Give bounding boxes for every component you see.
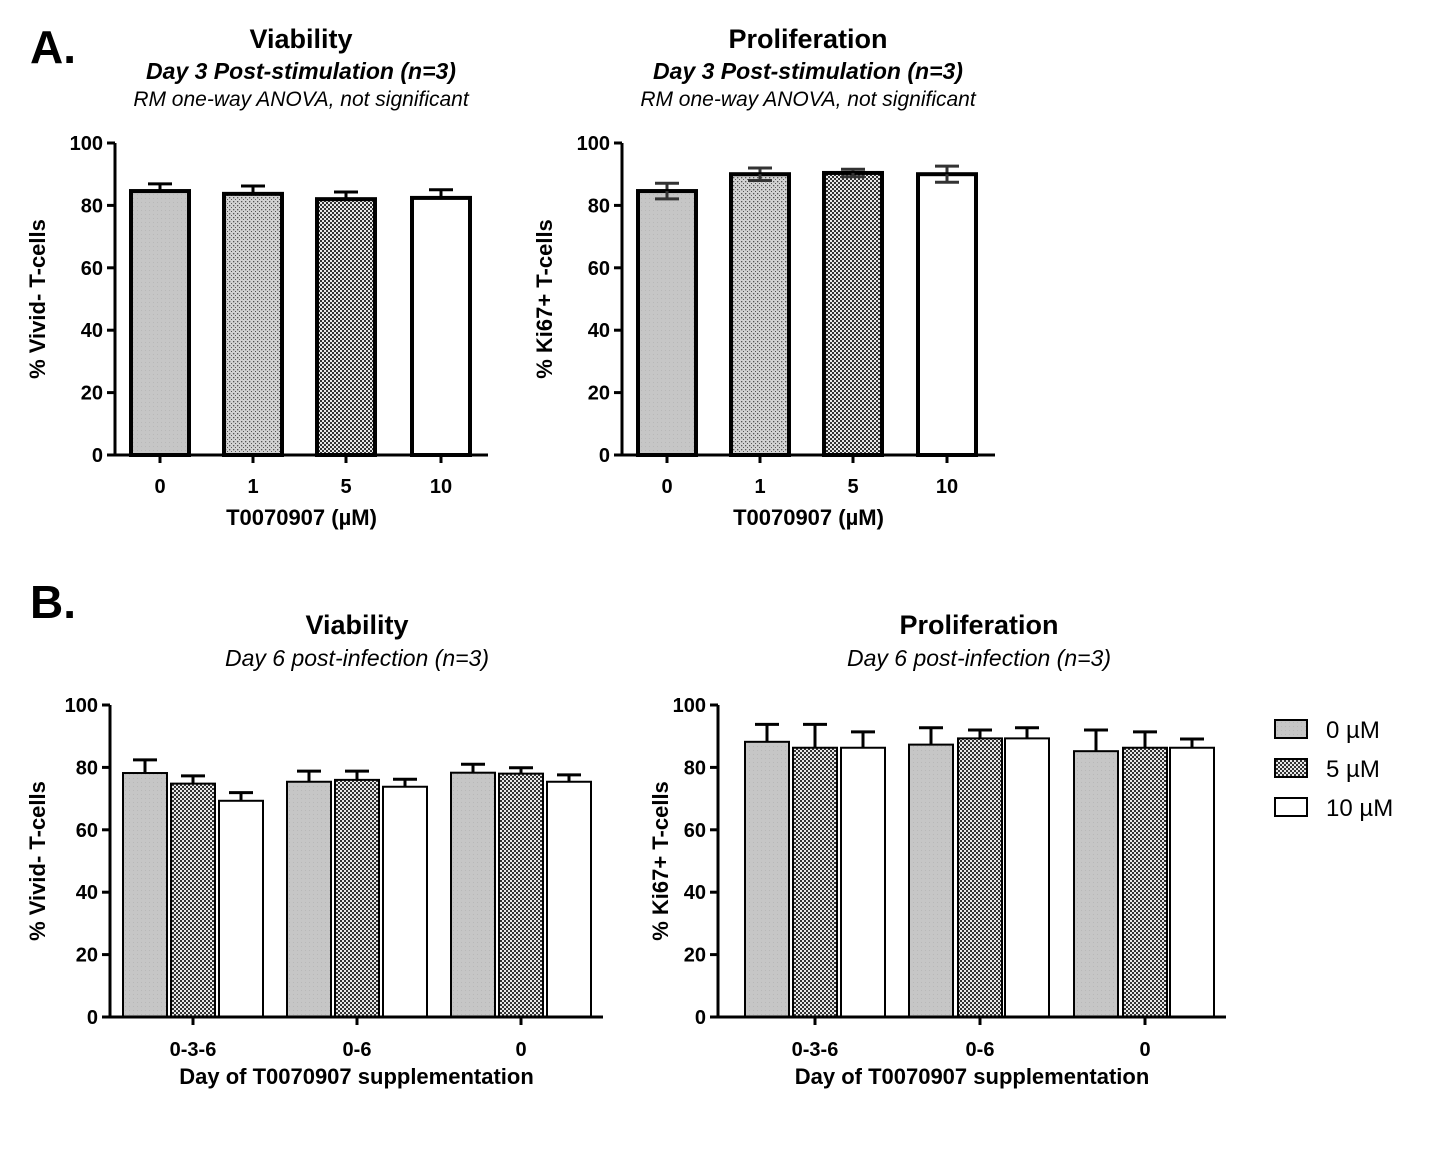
x-tick-label: 0 <box>154 476 165 498</box>
bar <box>908 743 954 1019</box>
y-tick-label: 40 <box>684 882 706 904</box>
y-tick-label: 60 <box>76 820 98 842</box>
y-tick-label: 80 <box>81 195 103 217</box>
legend-swatch <box>1274 758 1308 778</box>
y-axis-label: % Vivid- T-cells <box>25 781 50 941</box>
legend-label: 0 µM <box>1326 717 1380 744</box>
bar <box>129 189 191 457</box>
x-tick-label: 0-6 <box>966 1039 995 1061</box>
x-axis-label: Day of T0070907 supplementation <box>179 1064 534 1089</box>
bar <box>1004 737 1050 1018</box>
chart-b1-title: Viability <box>305 610 409 640</box>
chart-a1-title: Viability <box>249 24 353 54</box>
chart-a1-subtitle: Day 3 Post-stimulation (n=3) <box>146 58 456 84</box>
x-axis-label: T0070907 (µM) <box>226 505 377 530</box>
x-tick-label: 1 <box>247 476 258 498</box>
x-tick-label: 0 <box>515 1039 526 1061</box>
legend-label: 10 µM <box>1326 795 1393 822</box>
y-tick-label: 0 <box>599 445 610 467</box>
legend-swatch <box>1274 797 1308 817</box>
y-tick-label: 20 <box>76 945 98 967</box>
chart-a1-note: RM one-way ANOVA, not significant <box>133 88 469 111</box>
y-axis-label: % Vivid- T-cells <box>25 219 50 379</box>
y-tick-label: 0 <box>87 1007 98 1029</box>
bar <box>792 746 838 1019</box>
y-tick-label: 80 <box>76 757 98 779</box>
y-tick-label: 20 <box>588 383 610 405</box>
y-tick-label: 20 <box>684 945 706 967</box>
x-tick-label: 0 <box>1139 1039 1150 1061</box>
chart-b1-subtitle: Day 6 post-infection (n=3) <box>225 645 489 671</box>
panel-label-a: A. <box>30 21 76 73</box>
bar <box>334 778 380 1018</box>
bar <box>170 782 216 1019</box>
chart-a2-note: RM one-way ANOVA, not significant <box>640 88 976 111</box>
chart-b2-subtitle: Day 6 post-infection (n=3) <box>847 645 1111 671</box>
legend-swatch <box>1274 719 1308 739</box>
bar <box>122 772 168 1018</box>
bar <box>498 772 544 1019</box>
x-tick-label: 5 <box>340 476 351 498</box>
bar <box>382 785 428 1019</box>
x-tick-label: 5 <box>847 476 858 498</box>
bar <box>636 189 698 457</box>
bar <box>222 191 284 458</box>
x-tick-label: 10 <box>936 476 958 498</box>
bar <box>315 197 377 457</box>
bar <box>1073 750 1119 1019</box>
bar <box>1122 746 1168 1019</box>
y-tick-label: 80 <box>684 757 706 779</box>
panel-label-b: B. <box>30 576 76 628</box>
y-tick-label: 80 <box>588 195 610 217</box>
x-tick-label: 0-3-6 <box>170 1039 217 1061</box>
bar <box>916 172 978 457</box>
chart-b2-title: Proliferation <box>899 610 1059 640</box>
bar <box>218 799 264 1018</box>
y-tick-label: 40 <box>588 320 610 342</box>
y-tick-label: 100 <box>673 695 706 717</box>
x-axis-label: T0070907 (µM) <box>733 505 884 530</box>
bar <box>450 771 496 1018</box>
chart-a2-title: Proliferation <box>728 24 888 54</box>
bar <box>546 780 592 1019</box>
bar <box>822 170 884 457</box>
y-tick-label: 60 <box>588 258 610 280</box>
y-tick-label: 20 <box>81 383 103 405</box>
y-tick-label: 40 <box>81 320 103 342</box>
y-tick-label: 0 <box>695 1007 706 1029</box>
y-tick-label: 100 <box>65 695 98 717</box>
bar <box>729 172 791 457</box>
y-tick-label: 60 <box>81 258 103 280</box>
bar <box>410 195 472 458</box>
x-tick-label: 0-6 <box>343 1039 372 1061</box>
x-tick-label: 0-3-6 <box>792 1039 839 1061</box>
chart-a2-subtitle: Day 3 Post-stimulation (n=3) <box>653 58 963 84</box>
y-tick-label: 100 <box>577 133 610 155</box>
x-axis-label: Day of T0070907 supplementation <box>795 1064 1150 1089</box>
bar <box>957 737 1003 1018</box>
y-tick-label: 0 <box>92 445 103 467</box>
y-axis-label: % Ki67+ T-cells <box>648 781 673 941</box>
y-tick-label: 60 <box>684 820 706 842</box>
bar <box>744 740 790 1018</box>
y-tick-label: 100 <box>70 133 103 155</box>
x-tick-label: 10 <box>430 476 452 498</box>
y-axis-label: % Ki67+ T-cells <box>532 219 557 379</box>
x-tick-label: 0 <box>661 476 672 498</box>
legend-label: 5 µM <box>1326 756 1380 783</box>
bar <box>286 780 332 1019</box>
bar <box>840 746 886 1019</box>
y-tick-label: 40 <box>76 882 98 904</box>
x-tick-label: 1 <box>754 476 765 498</box>
bar <box>1169 746 1215 1019</box>
